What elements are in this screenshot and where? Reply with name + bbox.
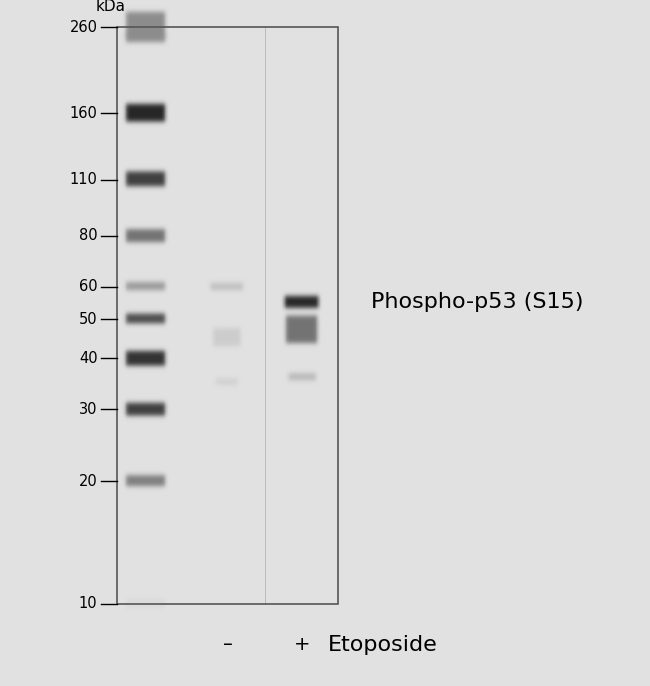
Text: 20: 20 [79, 473, 97, 488]
Text: 60: 60 [79, 279, 97, 294]
Bar [117, 27, 338, 604]
Text: kDa: kDa [96, 0, 125, 14]
Text: +: + [294, 635, 311, 654]
Text: –: – [222, 635, 233, 654]
Text: 50: 50 [79, 311, 97, 327]
Text: 30: 30 [79, 402, 98, 417]
Text: 110: 110 [70, 172, 98, 187]
Text: 40: 40 [79, 351, 97, 366]
Text: 260: 260 [70, 20, 98, 35]
Text: Phospho-p53 (S15): Phospho-p53 (S15) [370, 292, 583, 312]
Text: 10: 10 [79, 596, 97, 611]
Text: 80: 80 [79, 228, 97, 244]
Text: 160: 160 [70, 106, 98, 121]
Bar [117, 27, 338, 604]
Text: Etoposide: Etoposide [328, 635, 438, 654]
